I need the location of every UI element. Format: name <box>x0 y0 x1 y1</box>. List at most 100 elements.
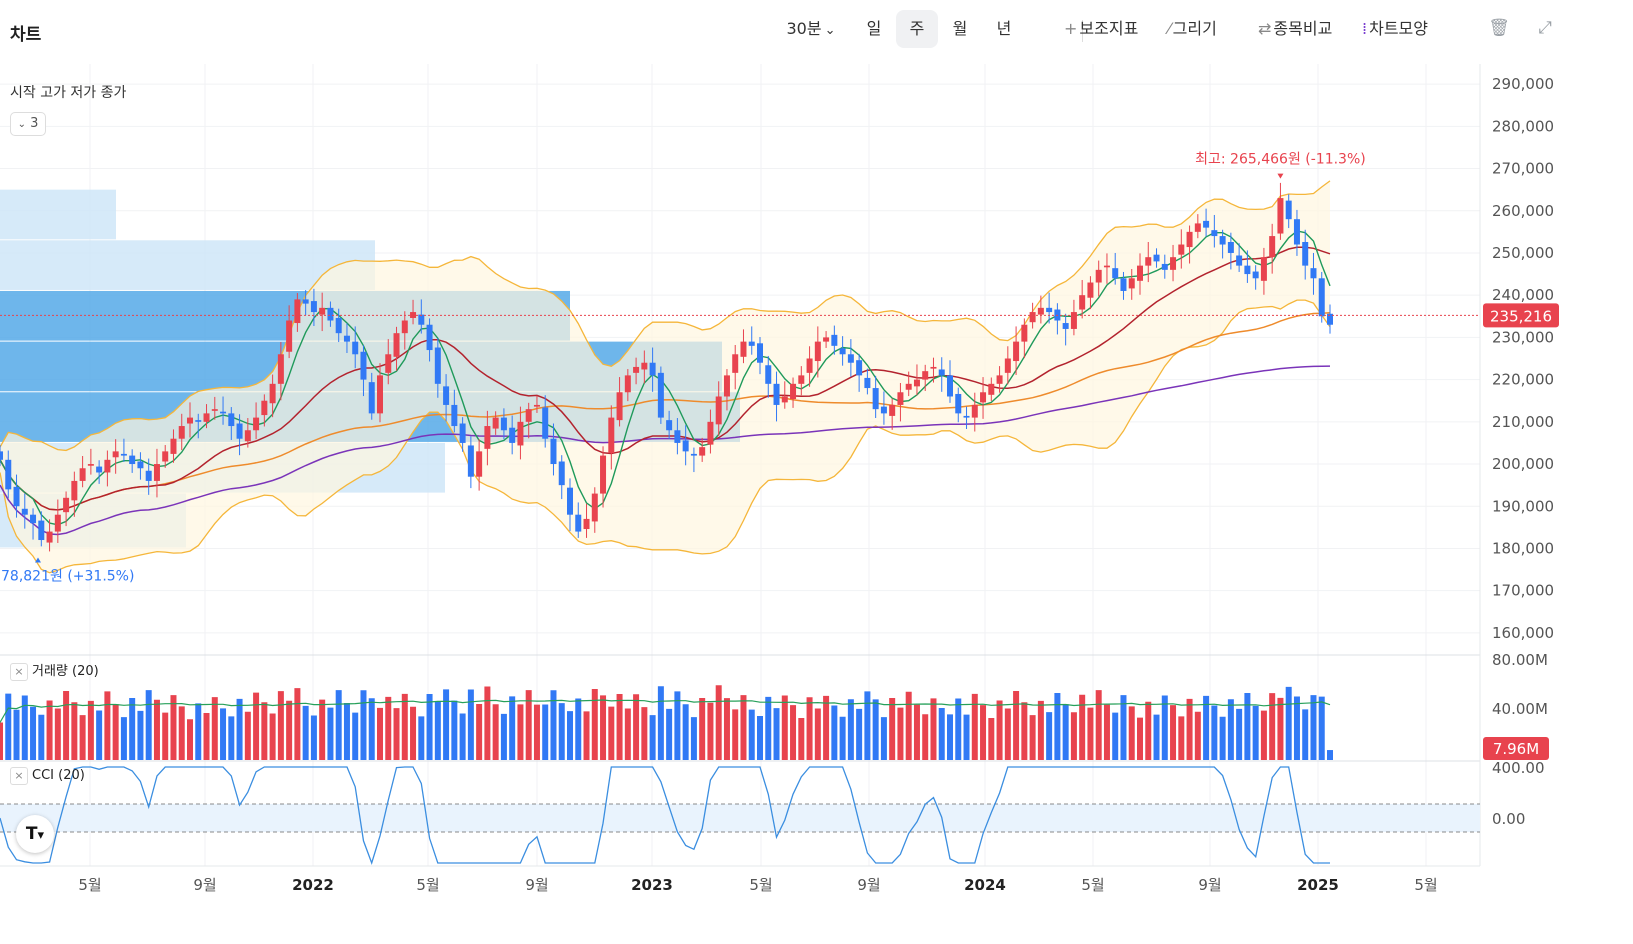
candle-body <box>690 453 697 456</box>
indicator-label: 보조지표 <box>1079 19 1139 38</box>
volume-bar <box>87 700 94 760</box>
period-month-button[interactable]: 월 <box>941 10 979 48</box>
time-tick-label: 2022 <box>292 876 334 894</box>
volume-bar <box>261 702 268 760</box>
indicator-toggle[interactable]: ⌄ 3 <box>10 112 46 136</box>
chevron-down-icon: ⌄ <box>824 23 836 38</box>
volume-bar <box>467 689 474 760</box>
candle-body <box>509 427 516 443</box>
volume-bar <box>492 704 499 760</box>
candle-body <box>864 377 871 389</box>
candle-body <box>418 314 425 325</box>
candle-body <box>426 324 433 351</box>
candle-body <box>244 430 251 442</box>
expand-icon[interactable]: ⤢ <box>1538 18 1552 38</box>
stock-chart[interactable]: 290,000 280,000 270,000 260,000 250,000 240,0… <box>0 62 1633 944</box>
volume-tick-label: 80.00M <box>1492 651 1548 669</box>
candle-body <box>96 466 103 473</box>
price-tick-label: 220,000 <box>1492 371 1554 389</box>
volume-bar <box>798 718 805 760</box>
volume-bar <box>947 714 953 760</box>
volume-bar <box>310 715 317 760</box>
period-year-button[interactable]: 년 <box>985 10 1023 48</box>
candle-body <box>352 341 359 355</box>
tradingview-logo: T▾ <box>16 815 54 853</box>
volume-bar <box>930 698 937 760</box>
candle-body <box>38 520 45 541</box>
volume-bar <box>1103 704 1110 760</box>
ma5-line <box>0 230 1331 526</box>
price-tick-label: 170,000 <box>1492 582 1554 600</box>
volume-bar <box>963 714 970 760</box>
interval-label: 30분 <box>786 19 822 38</box>
candle-body <box>1186 231 1193 248</box>
compare-button[interactable]: ⇄ 종목비교 <box>1258 10 1332 48</box>
volume-bar <box>244 711 251 760</box>
volume-pane-label: × 거래량 (20) <box>10 660 99 681</box>
candle-body <box>930 366 937 369</box>
candle-body <box>467 445 474 477</box>
volume-bar <box>162 712 169 760</box>
volume-pane-title: 거래량 (20) <box>32 664 99 679</box>
price-tick-label: 250,000 <box>1492 244 1554 262</box>
candle-body <box>938 369 945 376</box>
candle-body <box>261 400 268 416</box>
candle-body <box>1087 282 1094 298</box>
volume-bar <box>21 695 28 760</box>
candle-body <box>1079 295 1086 310</box>
volume-zone <box>0 189 116 240</box>
candle-body <box>715 396 722 425</box>
volume-bar <box>1161 695 1168 760</box>
chart-style-button[interactable]: ⁞ 차트모양 <box>1362 10 1428 48</box>
candle-body <box>947 375 953 397</box>
volume-bar <box>864 691 871 760</box>
interval-dropdown[interactable]: 30분 ⌄ <box>782 10 840 48</box>
volume-ma-line <box>0 699 1331 723</box>
volume-bar <box>13 709 20 760</box>
candle-body <box>1194 223 1201 232</box>
candle-body <box>492 417 499 429</box>
volume-bar <box>335 690 342 760</box>
draw-label: 그리기 <box>1172 19 1217 38</box>
volume-bar <box>1327 750 1333 760</box>
candle-body <box>434 347 441 384</box>
period-week-button[interactable]: 주 <box>896 10 938 48</box>
candle-body <box>996 375 1003 384</box>
bollinger-bands <box>0 180 1331 574</box>
candle-body <box>13 486 20 507</box>
candle-body <box>368 382 375 414</box>
candle-body <box>699 447 706 456</box>
volume-value-badge <box>1483 737 1549 760</box>
time-tick-label: 9월 <box>857 876 880 894</box>
volume-bar <box>203 713 210 760</box>
volume-bar <box>1285 686 1292 760</box>
candlestick-icon: ⁞ <box>1362 19 1368 38</box>
volume-bar <box>277 691 284 760</box>
indicator-button[interactable]: + 보조지표 <box>1064 10 1138 48</box>
volume-bar <box>980 705 987 760</box>
volume-bar <box>46 700 53 760</box>
volume-bar <box>600 695 607 760</box>
chart-toolbar: 차트 30분 ⌄ 일 주 월 년 + 보조지표 ⁄ 그리기 ⇄ 종목비교 ⁞ 차트모양 🗑… <box>0 0 1633 62</box>
draw-button[interactable]: ⁄ 그리기 <box>1168 10 1217 48</box>
candle-body <box>806 358 813 373</box>
candle-body <box>220 411 227 414</box>
candle-body <box>1203 220 1210 228</box>
close-icon[interactable]: × <box>10 767 28 785</box>
candle-body <box>814 341 821 362</box>
trash-icon[interactable]: 🗑 <box>1488 18 1510 38</box>
candle-body <box>550 438 557 465</box>
candle-body <box>153 464 160 481</box>
volume-bar <box>624 708 631 760</box>
candle-body <box>980 392 987 403</box>
period-day-button[interactable]: 일 <box>855 10 893 48</box>
close-icon[interactable]: × <box>10 663 28 681</box>
candle-body <box>1128 278 1135 289</box>
price-axis: 290,000 280,000 270,000 260,000 250,000 240,0… <box>1492 75 1554 828</box>
candle-body <box>1170 257 1177 270</box>
volume-bar <box>649 715 656 760</box>
volume-bar <box>740 695 747 760</box>
candle-body <box>1161 263 1168 270</box>
time-tick-label: 5월 <box>78 876 101 894</box>
candle-body <box>583 518 590 530</box>
